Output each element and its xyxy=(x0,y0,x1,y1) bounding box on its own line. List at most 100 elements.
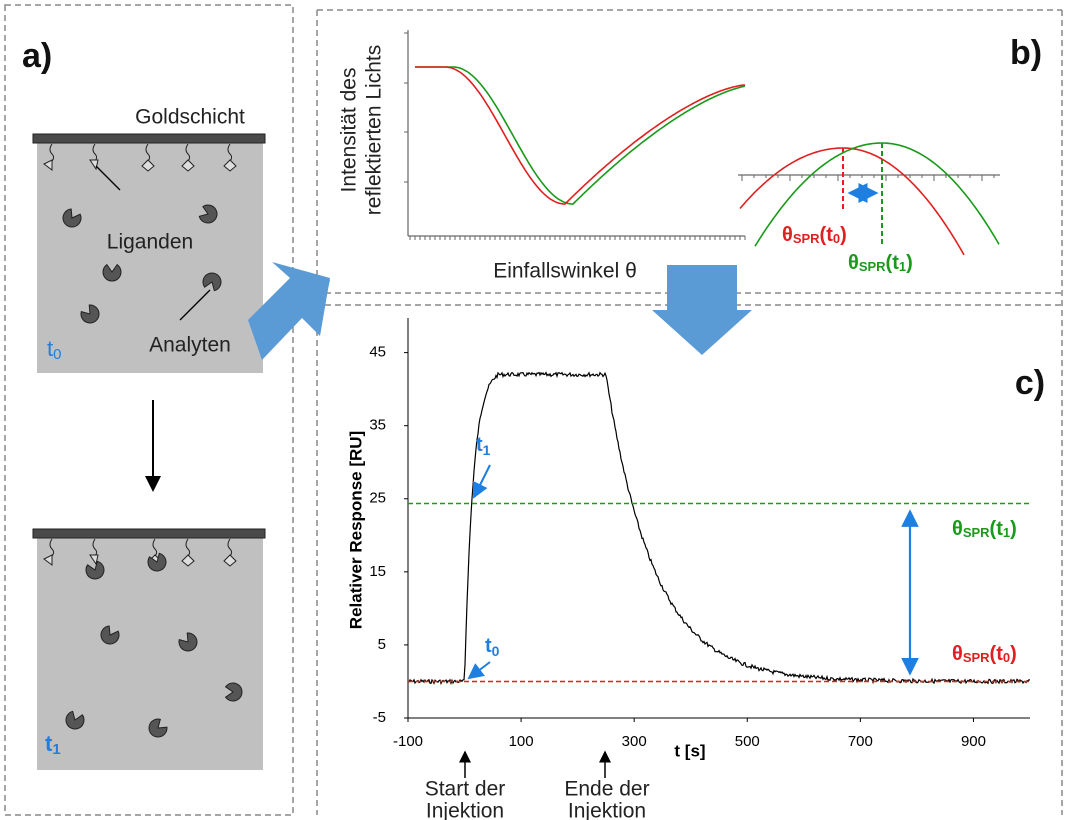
x-tick-label: 300 xyxy=(622,733,647,750)
y-tick-label: 35 xyxy=(369,417,386,434)
analyte xyxy=(198,204,218,224)
theta-label: θSPR(t1) xyxy=(952,518,1017,540)
close: ) xyxy=(906,252,913,274)
x-tick-label: -100 xyxy=(393,733,423,750)
analyte xyxy=(178,632,198,652)
y-axis-label: Intensität des xyxy=(338,68,361,193)
analytes-label: Analyten xyxy=(149,334,231,357)
y-axis-label: reflektierten Lichts xyxy=(363,45,386,215)
annotation: Injektion xyxy=(426,800,504,820)
t: t xyxy=(476,434,483,456)
panel-label: b) xyxy=(1010,34,1042,72)
t-index: 1 xyxy=(483,442,491,458)
annotation: Ende der xyxy=(564,778,649,801)
ligand xyxy=(181,554,195,567)
analyte xyxy=(80,304,100,324)
time-label: t0 xyxy=(47,336,61,363)
x-axis-label: Einfallswinkel θ xyxy=(493,260,637,283)
sub: SPR xyxy=(963,650,990,665)
annotation: Start der xyxy=(425,778,506,801)
response-curve xyxy=(407,371,1030,686)
theta-label: θSPR(t1) xyxy=(848,252,913,274)
ligand xyxy=(43,159,53,171)
analyte xyxy=(102,263,122,282)
gold-layer xyxy=(32,133,266,144)
theta-label: θSPR(t0) xyxy=(782,224,847,246)
time-label: t1 xyxy=(476,434,491,457)
t-index: 0 xyxy=(492,643,500,659)
spectrum-plot xyxy=(404,30,746,240)
pointer-arrow xyxy=(467,661,491,680)
t-index: 0 xyxy=(53,346,61,363)
index: 1 xyxy=(1003,525,1010,540)
analyte xyxy=(148,718,168,738)
t: t xyxy=(485,635,492,657)
ligand xyxy=(141,159,155,172)
arg: (t xyxy=(886,252,900,274)
sub: SPR xyxy=(793,231,820,246)
y-axis-label: Relativer Response [RU] xyxy=(346,431,365,629)
ligands-label: Liganden xyxy=(107,231,193,254)
x-tick-label: 100 xyxy=(509,733,534,750)
y-tick-label: 45 xyxy=(369,344,386,361)
ligand xyxy=(223,159,237,172)
analyte xyxy=(85,560,105,580)
close: ) xyxy=(840,224,847,246)
ligand xyxy=(223,554,237,567)
analyte xyxy=(224,682,243,702)
t-index: 1 xyxy=(52,741,60,758)
reflectivity-curve xyxy=(415,66,746,205)
pointer-line xyxy=(179,289,211,321)
theta: θ xyxy=(782,224,793,246)
time-label: t0 xyxy=(485,635,500,658)
y-tick-label: 5 xyxy=(378,636,386,653)
sensor-box xyxy=(37,538,263,770)
arg: (t xyxy=(820,224,834,246)
analyte xyxy=(147,552,167,572)
ligand xyxy=(181,159,195,172)
gold-layer xyxy=(32,528,266,539)
dip-curve xyxy=(754,142,1000,247)
sub: SPR xyxy=(859,259,886,274)
x-tick-label: 700 xyxy=(848,733,873,750)
ligand-linker xyxy=(49,143,55,164)
panel-label: a) xyxy=(22,37,52,75)
t: t xyxy=(47,336,53,361)
ligand xyxy=(43,554,53,566)
index: 0 xyxy=(833,231,840,246)
ligand xyxy=(89,554,99,566)
ligand-linker xyxy=(49,538,55,559)
y-tick-label: 15 xyxy=(369,563,386,580)
pointer-line xyxy=(95,165,121,191)
index: 1 xyxy=(899,259,906,274)
sub: SPR xyxy=(963,525,990,540)
theta: θ xyxy=(848,252,859,274)
reflectivity-curve xyxy=(415,66,746,205)
theta: θ xyxy=(952,518,963,540)
t: t xyxy=(45,731,53,756)
close: ) xyxy=(1010,643,1017,665)
annotation: Injektion xyxy=(568,800,646,820)
analyte xyxy=(62,208,82,228)
flow-arrow xyxy=(248,262,330,360)
pointer-arrow xyxy=(473,464,491,499)
flow-arrow xyxy=(652,265,752,355)
arg: (t xyxy=(990,518,1004,540)
y-tick-label: 25 xyxy=(369,490,386,507)
arg: (t xyxy=(990,643,1004,665)
analyte xyxy=(202,272,222,292)
analyte xyxy=(65,710,85,730)
x-axis-label: t [s] xyxy=(674,741,705,760)
y-tick-label: -5 xyxy=(373,709,386,726)
dip-curve xyxy=(739,147,965,256)
analyte xyxy=(100,625,120,645)
x-tick-label: 900 xyxy=(961,733,986,750)
index: 0 xyxy=(1003,650,1010,665)
gold-layer-label: Goldschicht xyxy=(135,106,245,129)
theta-label: θSPR(t0) xyxy=(952,643,1017,665)
sensor-box xyxy=(37,143,263,373)
theta: θ xyxy=(952,643,963,665)
time-label: t1 xyxy=(45,731,61,758)
